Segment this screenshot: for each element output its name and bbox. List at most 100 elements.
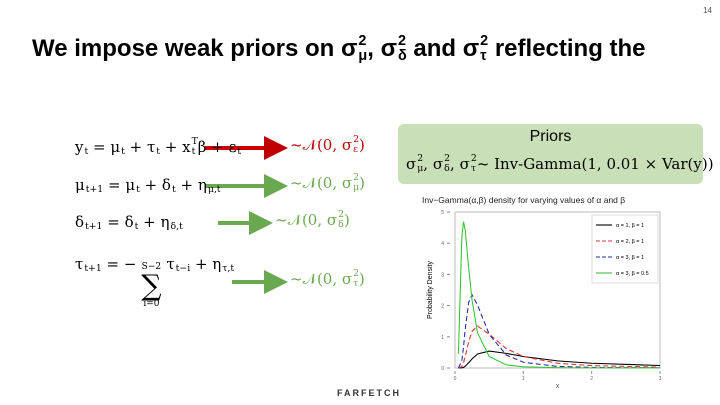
subscript: τ	[480, 48, 487, 65]
symbol-base: η	[160, 212, 170, 231]
math-text: +	[124, 137, 147, 156]
symbol-base: σ	[380, 35, 397, 63]
math-text: ,	[367, 35, 381, 63]
subscript: μ	[358, 48, 368, 65]
subscript: t	[156, 145, 161, 157]
math-symbol: δ t+1	[75, 212, 102, 232]
math-symbol: δ t	[125, 212, 139, 232]
legend-label: α = 2, β = 1	[616, 239, 644, 245]
superscript: 2	[358, 33, 367, 49]
subscript: δ	[397, 48, 407, 65]
symbol-base: μ	[125, 175, 136, 194]
scripts: t	[121, 137, 125, 157]
math-text: and	[406, 35, 463, 63]
superscript: 2	[397, 33, 406, 49]
math-text: =	[88, 137, 111, 156]
symbol-base: σ	[326, 210, 338, 229]
y-tick-label: 3	[441, 272, 444, 278]
symbol-base: y	[75, 137, 84, 156]
superscript: 2	[480, 33, 489, 49]
superscript: 2	[338, 209, 345, 220]
symbol-base: μ	[75, 175, 85, 194]
math-symbol: ε t	[229, 137, 242, 157]
subscript: t	[171, 183, 176, 195]
math-symbol: η μ,t	[198, 175, 221, 195]
equation: μ t+1 = μ t + δ t + η μ,t	[75, 175, 221, 195]
y-tick-label: 1	[441, 335, 444, 341]
symbol-base: σ	[459, 154, 470, 173]
priors-title: Priors	[529, 128, 572, 145]
symbol-base: σ	[462, 35, 480, 63]
scripts: t	[237, 137, 241, 157]
scripts: t	[136, 175, 140, 195]
x-tick-label: 2	[590, 376, 593, 382]
math-symbol: τ t+1	[75, 254, 102, 274]
subscript: μ,t	[207, 183, 221, 195]
y-tick-label: 2	[441, 304, 444, 310]
math-symbol: μ t+1	[75, 175, 103, 195]
sum-lower: i=0	[143, 299, 160, 310]
scripts: t	[172, 175, 176, 195]
subscript: t	[134, 220, 139, 232]
subscript: t	[84, 145, 89, 157]
distribution: ~𝒩(0, σ 2 δ)	[275, 210, 350, 230]
symbol-base: τ	[75, 254, 84, 273]
subscript: τ	[470, 162, 476, 174]
symbol-base: σ	[341, 173, 353, 192]
math-symbol: δ t	[162, 175, 176, 195]
math-symbol: τ t	[147, 137, 160, 157]
math-symbol: τ t−i	[166, 254, 190, 274]
superscript: 2	[353, 268, 360, 279]
math-symbol: S−2 ∑ i=0	[141, 262, 162, 310]
y-tick-label: 5	[441, 210, 444, 216]
x-tick-label: 1	[522, 376, 525, 382]
math-text: ,	[423, 154, 433, 173]
equation: τ t+1 = − S−2 ∑ i=0 τ t−i + η τ,t	[75, 254, 234, 309]
series-line	[457, 293, 661, 369]
math-text: β +	[197, 137, 229, 156]
math-text: )	[359, 173, 366, 192]
math-text: +	[139, 175, 162, 194]
math-text: +	[190, 254, 213, 273]
math-text: ~ Inv-Gamma(1, 0.01 × Var(y))	[476, 154, 714, 173]
math-text: ~𝒩(0,	[275, 210, 327, 229]
series-line	[458, 325, 661, 369]
superscript: 2	[353, 172, 360, 183]
logo: FARFETCH	[337, 388, 401, 398]
subscript: δ	[338, 218, 344, 230]
math-text: +	[160, 137, 183, 156]
symbol-base: ε	[228, 137, 237, 156]
chart-title: Inv−Gamma(α,β) density for varying value…	[422, 195, 625, 205]
math-text: +	[175, 175, 198, 194]
symbol-base: τ	[146, 137, 156, 156]
symbol-base: ∑	[141, 268, 162, 302]
scripts: t	[84, 137, 88, 157]
math-text: +	[138, 212, 161, 231]
superscript: 2	[353, 134, 360, 145]
scripts: t+1	[86, 175, 103, 195]
subscript: μ	[353, 181, 360, 193]
scripts: t+1	[85, 212, 102, 232]
symbol-base: δ	[124, 212, 134, 231]
x-tick-label: 3	[659, 376, 662, 382]
scripts: t	[156, 137, 160, 157]
math-symbol: y t	[75, 137, 88, 157]
x-tick-label: 0	[454, 376, 457, 382]
scripts: t−i	[176, 254, 191, 274]
symbol-base: τ	[166, 254, 175, 273]
equation: δ t+1 = δ t + η δ,t	[75, 212, 183, 232]
symbol-base: σ	[341, 269, 353, 288]
